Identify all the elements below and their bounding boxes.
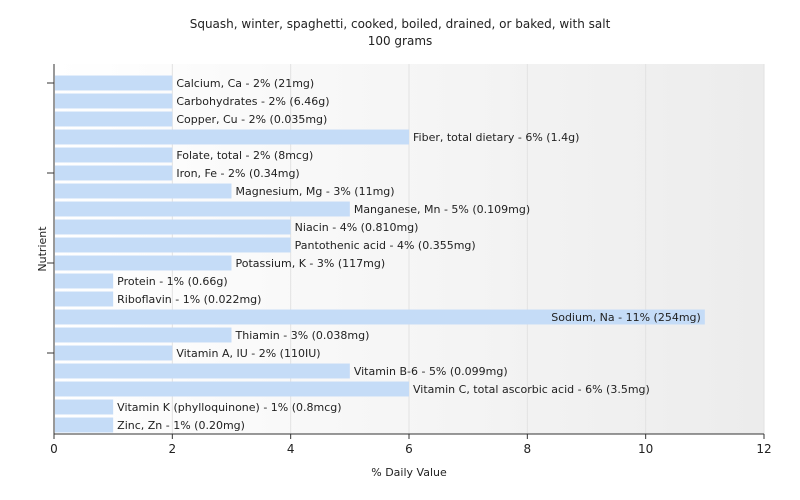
- bar: [55, 417, 114, 433]
- x-axis-title: % Daily Value: [371, 466, 447, 479]
- bar-label: Niacin - 4% (0.810mg): [295, 221, 419, 234]
- bar: [55, 309, 705, 325]
- bar: [55, 399, 114, 415]
- bar-label: Carbohydrates - 2% (6.46g): [176, 95, 329, 108]
- bar: [55, 201, 350, 217]
- bar-label: Copper, Cu - 2% (0.035mg): [176, 113, 327, 126]
- bar-label: Folate, total - 2% (8mcg): [176, 149, 313, 162]
- bar-label: Thiamin - 3% (0.038mg): [235, 329, 370, 342]
- bar-label: Calcium, Ca - 2% (21mg): [176, 77, 314, 90]
- bar: [55, 255, 232, 271]
- bar: [55, 219, 291, 235]
- bar-label: Pantothenic acid - 4% (0.355mg): [295, 239, 476, 252]
- chart-subtitle: 100 grams: [368, 34, 433, 48]
- x-axis-ticks: 0 2 4 6 8 10 12: [50, 434, 772, 456]
- x-tick-label: 2: [169, 442, 177, 456]
- bar: [55, 327, 232, 343]
- bar-label: Vitamin K (phylloquinone) - 1% (0.8mcg): [117, 401, 341, 414]
- bar: [55, 183, 232, 199]
- bar: [55, 363, 350, 379]
- x-tick-label: 12: [756, 442, 771, 456]
- bar-label: Vitamin A, IU - 2% (110IU): [176, 347, 320, 360]
- bar: [55, 147, 173, 163]
- bar: [55, 75, 173, 91]
- bar-series: Calcium, Ca - 2% (21mg) Carbohydrates - 2…: [55, 75, 705, 433]
- x-tick-label: 10: [638, 442, 653, 456]
- x-tick-label: 4: [287, 442, 295, 456]
- x-tick-label: 8: [524, 442, 532, 456]
- bar-label: Vitamin C, total ascorbic acid - 6% (3.5…: [413, 383, 650, 396]
- chart-title: Squash, winter, spaghetti, cooked, boile…: [190, 17, 611, 31]
- bar: [55, 237, 291, 253]
- bar-label: Iron, Fe - 2% (0.34mg): [176, 167, 299, 180]
- bar-label: Protein - 1% (0.66g): [117, 275, 228, 288]
- bar: [55, 111, 173, 127]
- x-tick-label: 6: [405, 442, 413, 456]
- bar-label: Vitamin B-6 - 5% (0.099mg): [354, 365, 508, 378]
- bar: [55, 273, 114, 289]
- bar-label: Magnesium, Mg - 3% (11mg): [236, 185, 395, 198]
- bar: [55, 165, 173, 181]
- bar: [55, 129, 409, 145]
- bar: [55, 381, 409, 397]
- bar-label: Manganese, Mn - 5% (0.109mg): [354, 203, 530, 216]
- y-axis-title: Nutrient: [36, 226, 49, 272]
- x-tick-label: 0: [50, 442, 58, 456]
- bar-label: Fiber, total dietary - 6% (1.4g): [413, 131, 579, 144]
- bar-label: Potassium, K - 3% (117mg): [236, 257, 386, 270]
- bar-label: Riboflavin - 1% (0.022mg): [117, 293, 261, 306]
- bar: [55, 345, 173, 361]
- bar-label: Zinc, Zn - 1% (0.20mg): [117, 419, 245, 432]
- bar: [55, 291, 114, 307]
- y-axis-ticks: [47, 82, 54, 354]
- bar-label: Sodium, Na - 11% (254mg): [551, 311, 701, 324]
- bar: [55, 93, 173, 109]
